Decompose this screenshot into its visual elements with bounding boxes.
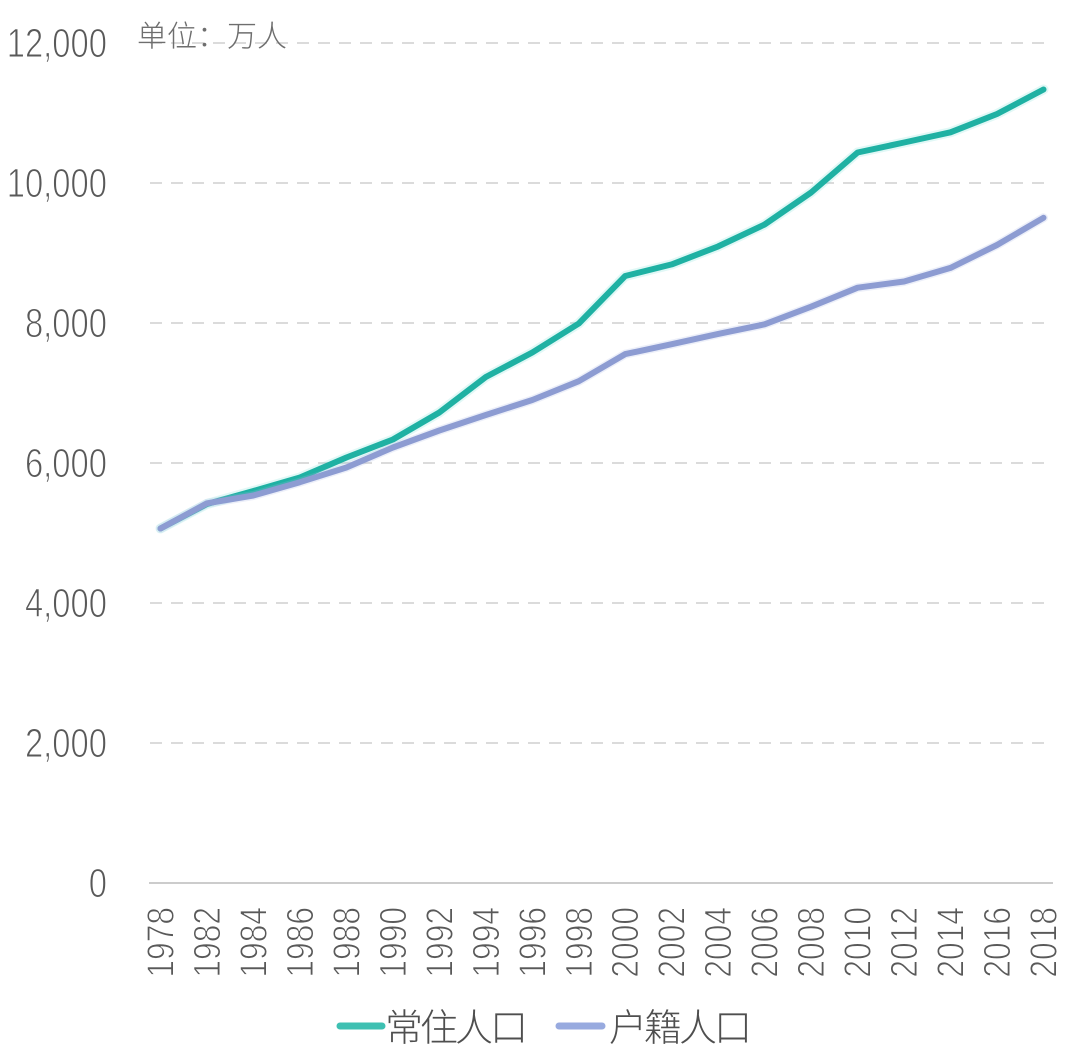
svg-text:1994: 1994 bbox=[465, 907, 507, 978]
svg-text:10,000: 10,000 bbox=[7, 160, 107, 206]
svg-text:2,000: 2,000 bbox=[25, 720, 107, 766]
svg-text:6,000: 6,000 bbox=[25, 440, 107, 486]
svg-text:12,000: 12,000 bbox=[7, 20, 107, 66]
svg-text:4,000: 4,000 bbox=[25, 580, 107, 626]
svg-text:2010: 2010 bbox=[837, 907, 879, 978]
svg-text:2002: 2002 bbox=[651, 907, 693, 978]
svg-text:2014: 2014 bbox=[930, 907, 972, 978]
svg-text:1990: 1990 bbox=[372, 907, 414, 978]
svg-text:2008: 2008 bbox=[790, 907, 832, 978]
svg-text:2004: 2004 bbox=[698, 907, 740, 978]
svg-text:2012: 2012 bbox=[883, 907, 925, 978]
svg-text:1978: 1978 bbox=[140, 907, 182, 978]
svg-text:2000: 2000 bbox=[605, 907, 647, 978]
svg-text:2016: 2016 bbox=[976, 907, 1018, 978]
svg-text:1988: 1988 bbox=[326, 907, 368, 978]
svg-text:1996: 1996 bbox=[512, 907, 554, 978]
svg-text:2018: 2018 bbox=[1023, 907, 1065, 978]
svg-text:1982: 1982 bbox=[186, 907, 228, 978]
svg-text:0: 0 bbox=[89, 860, 107, 906]
svg-text:1986: 1986 bbox=[279, 907, 321, 978]
svg-text:8,000: 8,000 bbox=[25, 300, 107, 346]
svg-text:1984: 1984 bbox=[233, 907, 275, 978]
svg-text:2006: 2006 bbox=[744, 907, 786, 978]
svg-text:1998: 1998 bbox=[558, 907, 600, 978]
svg-text:1992: 1992 bbox=[419, 907, 461, 978]
